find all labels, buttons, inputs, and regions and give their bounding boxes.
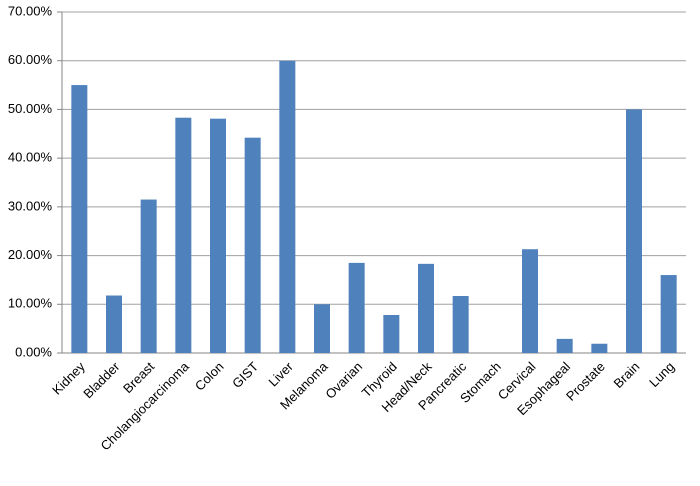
y-tick-label: 20.00% [8,247,53,262]
bar [418,263,434,353]
bar [591,343,608,353]
bar [106,295,122,353]
bar [140,199,157,353]
bar [626,109,642,353]
x-tick-label: Ovarian [322,359,365,402]
x-tick-label: Brain [610,359,642,391]
x-tick-label: Liver [265,358,296,389]
x-tick-label: Bladder [80,358,123,401]
y-tick-label: 60.00% [8,52,53,67]
x-tick-label: Lung [646,359,677,390]
y-tick-label: 0.00% [15,344,52,359]
bar [314,304,330,353]
bar [452,296,469,353]
x-tick-label: Colon [192,359,227,394]
y-tick-label: 30.00% [8,198,53,213]
x-tick-label: Prostate [563,359,608,404]
bar [175,117,192,354]
y-tick-label: 10.00% [8,296,53,311]
bar [660,275,677,353]
bar [244,137,261,353]
bar [556,338,573,353]
bar [522,249,538,353]
y-tick-label: 50.00% [8,101,53,116]
y-tick-label: 40.00% [8,150,53,165]
y-tick-label: 70.00% [8,3,53,18]
bar [348,262,365,353]
bar [210,118,226,353]
bar [71,85,88,354]
x-tick-label: GIST [229,359,261,391]
bar [279,60,296,353]
bar [383,315,400,353]
